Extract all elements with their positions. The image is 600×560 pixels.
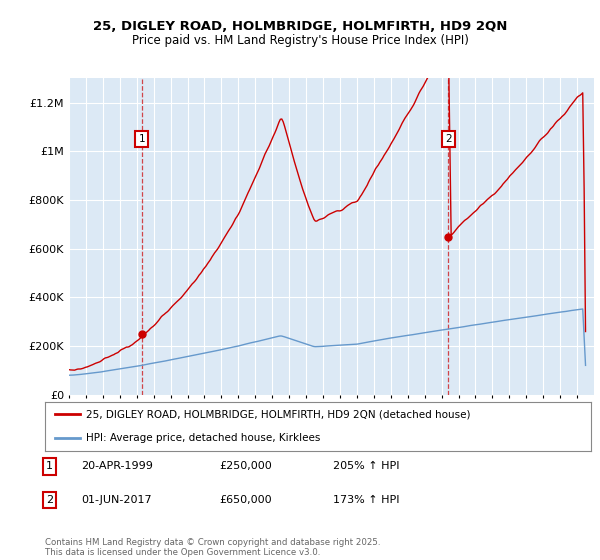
Text: Price paid vs. HM Land Registry's House Price Index (HPI): Price paid vs. HM Land Registry's House … [131,34,469,47]
Text: Contains HM Land Registry data © Crown copyright and database right 2025.
This d: Contains HM Land Registry data © Crown c… [45,538,380,557]
Text: 205% ↑ HPI: 205% ↑ HPI [333,461,400,472]
Text: 2: 2 [445,134,452,144]
Text: 01-JUN-2017: 01-JUN-2017 [81,495,152,505]
Text: 173% ↑ HPI: 173% ↑ HPI [333,495,400,505]
Text: 1: 1 [46,461,53,472]
Text: 20-APR-1999: 20-APR-1999 [81,461,153,472]
Text: 2: 2 [46,495,53,505]
Text: £250,000: £250,000 [219,461,272,472]
Text: £650,000: £650,000 [219,495,272,505]
Text: HPI: Average price, detached house, Kirklees: HPI: Average price, detached house, Kirk… [86,433,320,443]
Text: 25, DIGLEY ROAD, HOLMBRIDGE, HOLMFIRTH, HD9 2QN (detached house): 25, DIGLEY ROAD, HOLMBRIDGE, HOLMFIRTH, … [86,409,470,419]
Text: 25, DIGLEY ROAD, HOLMBRIDGE, HOLMFIRTH, HD9 2QN: 25, DIGLEY ROAD, HOLMBRIDGE, HOLMFIRTH, … [93,20,507,34]
Text: 1: 1 [139,134,145,144]
